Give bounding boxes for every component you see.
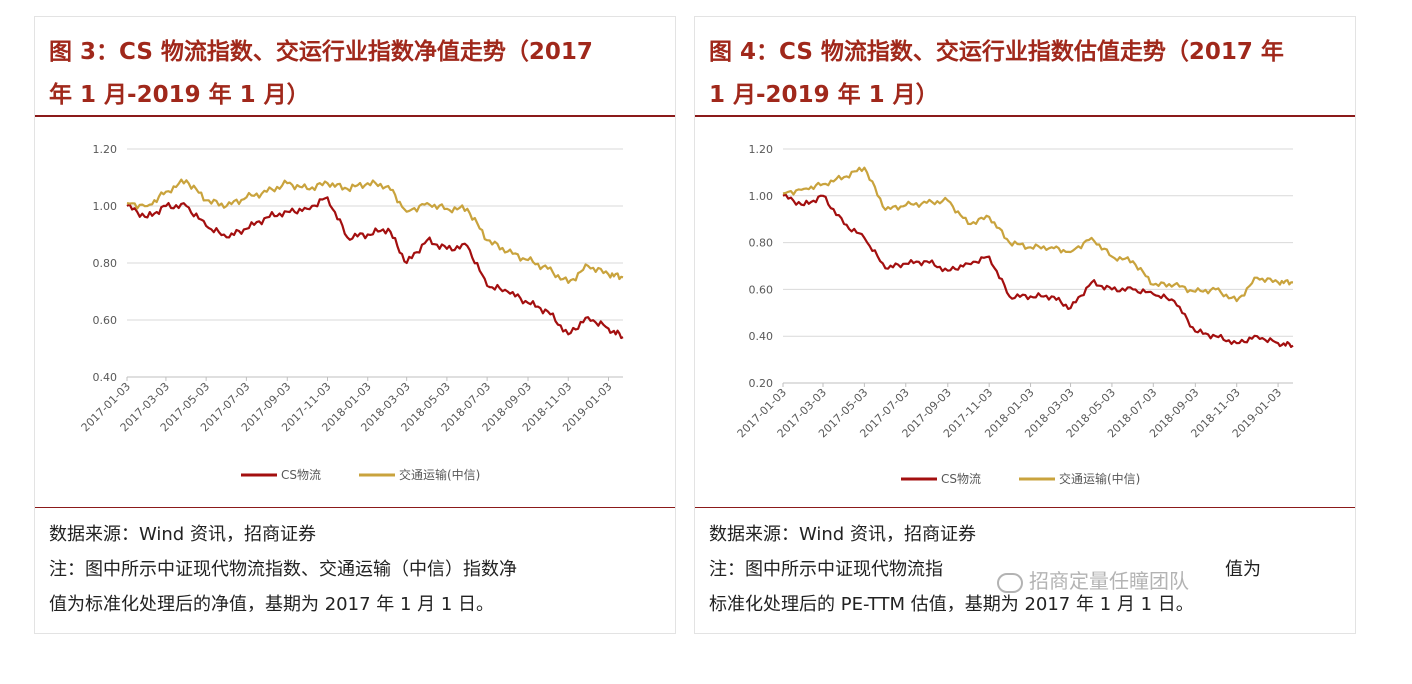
legend-label: CS物流 [281,468,321,482]
title-line-1: 图 4：CS 物流指数、交运行业指数估值走势（2017 年 [709,39,1284,65]
title-divider [695,115,1355,117]
source-text: 数据来源：Wind 资讯，招商证券 [709,524,976,545]
y-tick-label: 0.60 [749,283,774,296]
figure-notes: 数据来源：Wind 资讯，招商证券 注：图中所示中证现代物流指 值为 标准化处理后… [709,517,1341,622]
note-line-1: 注：图中所示中证现代物流指 值为 [709,552,1341,587]
figure-title: 图 3：CS 物流指数、交运行业指数净值走势（2017 年 1 月-2019 年… [49,31,665,117]
y-tick-label: 1.20 [93,143,118,156]
legend-label: 交通运输(中信) [1059,471,1140,486]
line-chart: 0.400.600.801.001.202017-01-032017-03-03… [79,143,624,482]
y-tick-label: 0.40 [93,371,118,384]
series-line [782,166,1294,303]
title-line-1: 图 3：CS 物流指数、交运行业指数净值走势（2017 [49,39,593,65]
y-tick-label: 1.00 [749,190,774,203]
line-chart: 0.200.400.600.801.001.202017-01-032017-0… [735,143,1294,486]
source-text: 数据来源：Wind 资讯，招商证券 [49,524,316,545]
series-line [126,196,624,340]
figure-panel-left: 图 3：CS 物流指数、交运行业指数净值走势（2017 年 1 月-2019 年… [34,16,676,634]
y-tick-label: 0.20 [749,377,774,390]
note-line-2: 标准化处理后的 PE-TTM 估值，基期为 2017 年 1 月 1 日。 [709,594,1194,615]
series-line [782,193,1294,348]
y-tick-label: 0.60 [93,314,118,327]
note-line-1-start: 注：图中所示中证现代物流指 [709,559,943,580]
figure-notes: 数据来源：Wind 资讯，招商证券 注：图中所示中证现代物流指数、交通运输（中信… [49,517,661,622]
note-line-1-end: 值为 [1225,559,1261,580]
y-tick-label: 0.80 [749,237,774,250]
series-line [126,178,624,284]
watermark: 招商定量任瞳团队 [997,565,1189,594]
chart-container: 0.40 0.60 0.80 1.00 1.20 2017-01-03 2017-03-03… [35,121,675,503]
y-tick-label: 0.40 [749,330,774,343]
source-divider [695,507,1355,508]
chart-container: 0.20 0.40 0.60 0.80 1.00 1.20 2017-01-03 2017-0… [695,121,1355,503]
wechat-icon [997,572,1023,593]
y-tick-label: 1.20 [749,143,774,156]
y-tick-label: 1.00 [93,200,118,213]
title-line-2: 年 1 月-2019 年 1 月） [49,82,310,108]
legend-label: CS物流 [941,472,981,486]
figure-title: 图 4：CS 物流指数、交运行业指数估值走势（2017 年 1 月-2019 年… [709,31,1345,117]
source-divider [35,507,675,508]
y-tick-label: 0.80 [93,257,118,270]
figure-panel-right: 图 4：CS 物流指数、交运行业指数估值走势（2017 年 1 月-2019 年… [694,16,1356,634]
note-line-1: 注：图中所示中证现代物流指数、交通运输（中信）指数净 [49,559,517,580]
title-line-2: 1 月-2019 年 1 月） [709,82,939,108]
note-line-2: 值为标准化处理后的净值，基期为 2017 年 1 月 1 日。 [49,594,495,615]
watermark-text: 招商定量任瞳团队 [1029,569,1189,593]
legend-label: 交通运输(中信) [399,467,480,482]
title-divider [35,115,675,117]
